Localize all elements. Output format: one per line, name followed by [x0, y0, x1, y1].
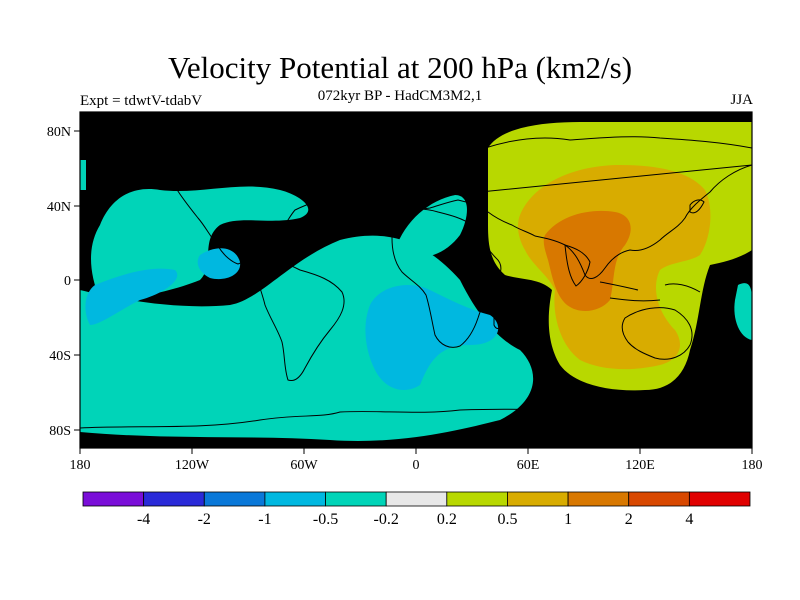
coast-africa [391, 208, 502, 348]
lon-tick-label: 120W [175, 458, 210, 473]
colorbar-label: -0.2 [374, 511, 399, 528]
contour-neg-mod-east-pacific [197, 248, 241, 280]
colorbar-label: -0.5 [313, 511, 338, 528]
contour-neg-left-edge [80, 160, 86, 190]
lon-tick-label: 60W [290, 458, 318, 473]
colorbar-label: 0.2 [437, 511, 457, 528]
coast-madagascar [493, 307, 506, 329]
contour-neg-mod-central-pacific [85, 268, 178, 325]
colorbar-label: -1 [258, 511, 271, 528]
coast-south-america [254, 259, 345, 381]
contour-fields [80, 122, 752, 441]
coastlines [80, 125, 752, 429]
contour-neg-atlantic [395, 195, 467, 258]
lon-tick-label: 0 [413, 458, 420, 473]
lat-tick-label: 40S [49, 349, 71, 364]
coast-japan [689, 199, 705, 214]
coast-new-zealand [734, 349, 743, 363]
lon-tick-label: 120E [625, 458, 655, 473]
lat-tick-label: 80S [49, 424, 71, 439]
colorbar-swatch [688, 491, 751, 507]
lon-tick-label: 180 [742, 458, 763, 473]
colorbar-label: -2 [198, 511, 211, 528]
coast-antarctica [80, 408, 752, 429]
colorbar-label: 1 [564, 511, 572, 528]
colorbar-swatch [143, 491, 205, 507]
colorbar: -4 -2 -1 -0.5 -0.2 0.2 0.5 1 2 4 [82, 491, 751, 528]
colorbar-swatch [385, 491, 448, 507]
contour-pos-strong-south-asia [543, 210, 631, 312]
lat-tick-label: 0 [64, 274, 71, 289]
colorbar-swatch [567, 491, 630, 507]
colorbar-label: 0.5 [497, 511, 517, 528]
lat-tick-label: 80N [47, 125, 71, 140]
coast-north-america [149, 125, 334, 265]
tick-marks [74, 130, 753, 454]
colorbar-swatch [628, 491, 690, 507]
colorbar-label: 2 [625, 511, 633, 528]
contour-neg-mod-south-atlantic [365, 285, 499, 390]
contour-neg-west-pacific [734, 283, 752, 340]
experiment-label: Expt = tdwtV-tdabV [80, 93, 203, 109]
colorbar-label: -4 [137, 511, 150, 528]
colorbar-swatch [325, 491, 387, 507]
map-title: Velocity Potential at 200 hPa (km2/s) [167, 50, 633, 85]
lon-tick-label: 180 [70, 458, 91, 473]
colorbar-label: 4 [685, 511, 693, 528]
colorbar-swatch [264, 491, 326, 507]
colorbar-swatch [446, 491, 508, 507]
coast-australia [621, 307, 693, 360]
season-label: JJA [730, 92, 753, 108]
coast-europe-asia [398, 136, 752, 279]
lat-tick-label: 40N [47, 200, 71, 215]
colorbar-swatch [507, 491, 569, 507]
coast-greenland [324, 128, 377, 180]
lon-tick-label: 60E [517, 458, 540, 473]
map-subtitle: 072kyr BP - HadCM3M2,1 [317, 88, 483, 104]
colorbar-swatch [82, 491, 145, 507]
coast-india [564, 244, 591, 287]
colorbar-swatch [203, 491, 266, 507]
coast-indonesia [599, 281, 701, 302]
